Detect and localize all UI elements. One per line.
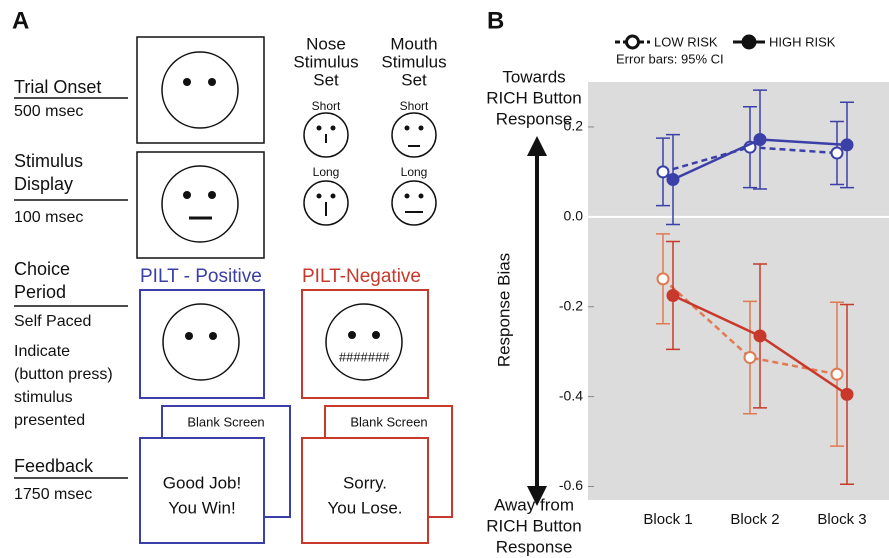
axis-end-label: RICH Button	[486, 88, 581, 107]
stage-note: stimulus	[14, 389, 73, 406]
blank-screen: Blank Screen	[350, 414, 427, 429]
stage-note: presented	[14, 412, 85, 429]
axis-end-label: Response	[496, 537, 573, 556]
condition-title: PILT-Negative	[302, 266, 421, 287]
screen	[139, 437, 265, 544]
condition-title: PILT - Positive	[140, 266, 262, 287]
stage-title: Choice	[14, 259, 70, 279]
stage-title: Stimulus	[14, 151, 83, 171]
point	[840, 387, 854, 401]
point	[656, 272, 670, 286]
feedback-text: You Lose.	[328, 498, 403, 517]
y-axis-label: Response Bias	[494, 253, 513, 367]
panel-label: B	[487, 7, 504, 34]
feedback-text: You Win!	[168, 498, 235, 517]
set-title: Stimulus	[293, 52, 358, 71]
legend-label: LOW RISK	[654, 34, 718, 49]
feedback-text: Good Job!	[163, 473, 241, 492]
stage-title: Display	[14, 174, 73, 194]
stage-note: Self Paced	[14, 313, 91, 330]
axis-end-label: Away from	[494, 495, 574, 514]
stage-note: 1750 msec	[14, 486, 92, 503]
stage-note: Indicate	[14, 343, 70, 360]
point	[743, 351, 757, 365]
set-title: Mouth	[390, 34, 437, 53]
y-tick-label: -0.4	[559, 387, 583, 403]
set-title: Nose	[306, 34, 346, 53]
set-long: Long	[313, 165, 340, 179]
legend-marker	[625, 34, 640, 50]
point	[753, 329, 767, 343]
set-short: Short	[312, 99, 341, 113]
feedback-text: Sorry.	[343, 473, 387, 492]
point	[666, 288, 680, 302]
point	[753, 133, 767, 147]
stage-title: Feedback	[14, 456, 94, 476]
point	[840, 138, 854, 152]
y-tick-label: 0.2	[564, 118, 584, 134]
x-tick-label: Block 1	[643, 511, 692, 528]
point	[666, 173, 680, 187]
panel-label: A	[12, 7, 29, 34]
legend-marker	[741, 34, 757, 50]
stage-title: Trial Onset	[14, 77, 101, 97]
mouth-symbol: #######	[339, 349, 390, 364]
axis-end-label: RICH Button	[486, 516, 581, 535]
stage-title: Period	[14, 282, 66, 302]
screen	[301, 437, 429, 544]
set-short: Short	[400, 99, 429, 113]
point	[656, 165, 670, 179]
x-tick-label: Block 3	[817, 511, 866, 528]
stage-note: 500 msec	[14, 103, 83, 120]
set-title: Set	[401, 70, 427, 89]
stage-dividers	[14, 97, 128, 479]
legend-label: HIGH RISK	[769, 34, 836, 49]
stage-note: (button press)	[14, 366, 113, 383]
point	[830, 367, 844, 381]
set-title: Stimulus	[381, 52, 446, 71]
annotation: Error bars: 95% CI	[616, 51, 724, 66]
stage-note: 100 msec	[14, 209, 83, 226]
y-tick-label: 0.0	[564, 208, 584, 224]
point	[830, 146, 844, 160]
axis-end-label: Response	[496, 109, 573, 128]
x-tick-label: Block 2	[730, 511, 779, 528]
blank-screen: Blank Screen	[187, 414, 264, 429]
set-title: Set	[313, 70, 339, 89]
y-tick-label: -0.6	[559, 477, 583, 493]
axis-end-label: Towards	[502, 67, 565, 86]
y-tick-label: -0.2	[559, 297, 583, 313]
set-long: Long	[401, 165, 428, 179]
